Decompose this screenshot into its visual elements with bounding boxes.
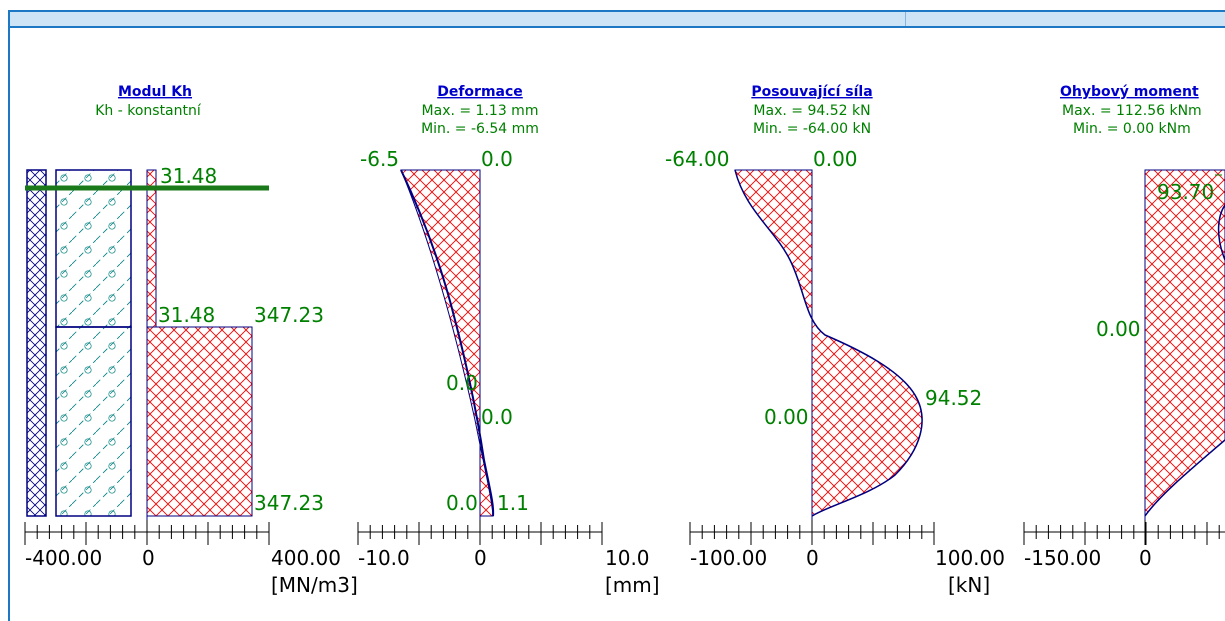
chart1-subtitle: Kh - konstantní xyxy=(95,103,202,119)
header-splitter[interactable] xyxy=(905,12,906,26)
chart3-min: Min. = -64.00 kN xyxy=(753,121,871,137)
shear-label-zero: 0.00 xyxy=(764,405,809,429)
chart2-tick-min: -10.0 xyxy=(358,546,410,570)
def-label-top-zero: 0.0 xyxy=(481,147,513,171)
chart1-x-axis xyxy=(24,520,270,545)
chart3-title[interactable]: Posouvající síla xyxy=(751,84,872,100)
header-bar xyxy=(10,10,1225,28)
moment-label-near-top: 93.70 xyxy=(1157,180,1214,204)
chart1-unit: [MN/m3] xyxy=(271,573,358,597)
chart2-min: Min. = -6.54 mm xyxy=(421,121,539,137)
chart3-tick-min: -100.00 xyxy=(690,546,767,570)
bending-moment-curve xyxy=(1144,439,1225,517)
chart-ohybovy-moment: Ohybový moment Max. = 112.56 kNm Min. = … xyxy=(1023,84,1225,570)
chart4-title[interactable]: Ohybový moment xyxy=(1060,84,1199,100)
chart3-tick-zero: 0 xyxy=(806,546,819,570)
frame-left-border xyxy=(8,10,10,621)
kh-label-mid-right: 347.23 xyxy=(254,303,324,327)
chart4-tick-zero: 0 xyxy=(1139,546,1152,570)
chart4-x-axis xyxy=(1023,520,1225,545)
moment-label-zero: 0.00 xyxy=(1096,317,1141,341)
shear-force-curve xyxy=(734,169,923,517)
chart3-max: Max. = 94.52 kN xyxy=(753,103,870,119)
chart1-tick-zero: 0 xyxy=(142,546,155,570)
chart4-min: Min. = 0.00 kNm xyxy=(1073,121,1191,137)
kh-label-mid-left: 31.48 xyxy=(158,303,215,327)
chart1-tick-max: 400.00 xyxy=(271,546,341,570)
chart4-tick-min: -150.00 xyxy=(1024,546,1101,570)
bending-moment-area xyxy=(1144,169,1225,518)
bending-moment-upper-curve xyxy=(1217,204,1225,261)
chart-deformace: Deformace Max. = 1.13 mm Min. = -6.54 mm… xyxy=(357,84,660,597)
chart-modul-kh: Modul Kh Kh - konstantní 31.48 31.48 347… xyxy=(24,84,358,597)
def-label-zero-b: 0.0 xyxy=(481,405,513,429)
kh-label-bottom: 347.23 xyxy=(254,491,324,515)
def-label-max: 1.1 xyxy=(497,491,529,515)
chart3-unit: [kN] xyxy=(948,573,990,597)
wall-hatch-column xyxy=(26,169,47,517)
deformation-curve xyxy=(400,169,495,517)
kh-label-top: 31.48 xyxy=(160,164,217,188)
wall-concrete-lower xyxy=(55,326,132,517)
kh-lower-area xyxy=(146,326,253,517)
chart3-x-axis xyxy=(689,520,935,545)
chart3-tick-max: 100.00 xyxy=(935,546,1005,570)
shear-label-top-zero: 0.00 xyxy=(813,147,858,171)
shear-label-min: -64.00 xyxy=(665,147,729,171)
chart2-max: Max. = 1.13 mm xyxy=(422,103,539,119)
def-label-min: -6.5 xyxy=(360,147,399,171)
shear-label-max: 94.52 xyxy=(925,386,982,410)
chart2-title[interactable]: Deformace xyxy=(437,84,523,100)
chart2-tick-max: 10.0 xyxy=(605,546,650,570)
chart2-unit: [mm] xyxy=(605,573,660,597)
deformation-area xyxy=(400,169,494,517)
chart4-max: Max. = 112.56 kNm xyxy=(1062,103,1202,119)
chart1-title[interactable]: Modul Kh xyxy=(118,84,192,100)
chart2-tick-zero: 0 xyxy=(474,546,487,570)
kh-upper-area xyxy=(146,169,157,328)
chart-posouvajici-sila: Posouvající síla Max. = 94.52 kN Min. = … xyxy=(665,84,1005,597)
def-label-zero-a: 0.0 xyxy=(446,371,478,395)
chart2-x-axis xyxy=(357,520,603,545)
chart1-tick-min: -400.00 xyxy=(25,546,102,570)
wall-concrete-upper xyxy=(55,169,132,328)
def-label-zero-c: 0.0 xyxy=(446,491,478,515)
